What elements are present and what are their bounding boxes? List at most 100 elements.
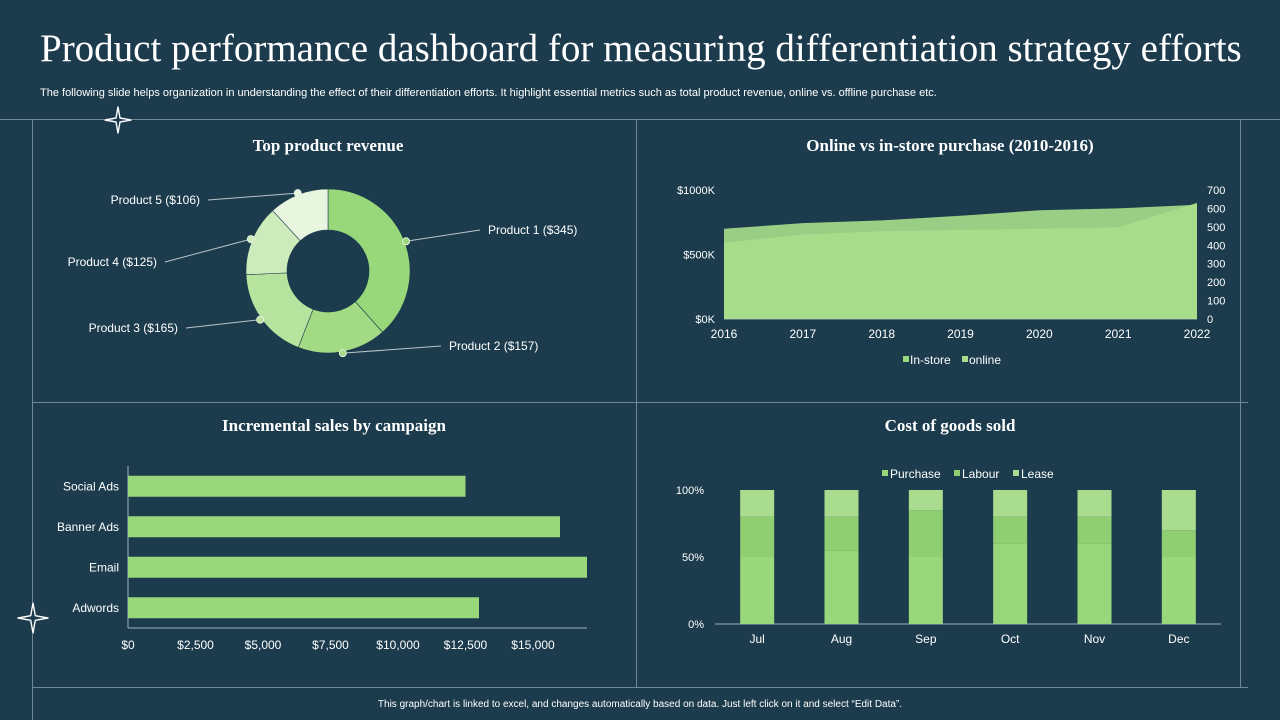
hbar-category-label: Social Ads — [63, 479, 119, 493]
donut-leader-line — [342, 345, 442, 354]
donut-leader-line — [207, 192, 298, 201]
stacked-bar-segment — [740, 516, 775, 557]
page-subtitle: The following slide helps organization i… — [40, 87, 937, 99]
stacked-bar-segment — [908, 510, 943, 557]
hbar-chart: Social Ads Banner Ads Email Adwords $0 $2,500… — [57, 466, 587, 652]
donut-chart-title: Top product revenue — [252, 136, 404, 155]
stacked-bar-segment — [993, 543, 1028, 624]
stacked-chart-title: Cost of goods sold — [884, 416, 1016, 435]
donut-leader-dot — [256, 315, 265, 324]
area-right-tick-label: 0 — [1207, 314, 1213, 326]
donut-slice-label: Product 3 ($165) — [89, 321, 178, 335]
area-x-tick-label: 2022 — [1184, 327, 1211, 341]
area-right-tick-label: 200 — [1207, 277, 1225, 289]
stacked-x-tick-label: Nov — [1084, 632, 1105, 646]
stacked-bar-segment — [1161, 530, 1196, 557]
hbar-category-label: Adwords — [72, 601, 119, 615]
area-left-tick-label: $500K — [683, 250, 715, 262]
area-x-tick-label: 2018 — [868, 327, 895, 341]
hbar-bar — [128, 516, 560, 538]
hbar-x-tick-label: $12,500 — [444, 638, 488, 652]
hbar-chart-title: Incremental sales by campaign — [222, 416, 446, 435]
area-x-tick-label: 2019 — [947, 327, 974, 341]
page-title: Product performance dashboard for measur… — [40, 27, 1242, 70]
legend-label: online — [969, 353, 1001, 367]
stacked-bar-segment — [1161, 557, 1196, 624]
donut-leader-dot — [246, 235, 255, 244]
area-x-tick-label: 2017 — [789, 327, 816, 341]
legend-swatch — [954, 470, 960, 476]
stacked-y-tick-label: 0% — [688, 619, 704, 631]
top-divider — [0, 119, 1280, 120]
hbar-bar — [128, 597, 479, 619]
stacked-x-tick-label: Sep — [915, 632, 937, 646]
bottom-divider — [32, 687, 1248, 688]
sparkle-star-icon — [17, 602, 49, 634]
legend-swatch — [882, 470, 888, 476]
donut-slice-label: Product 1 ($345) — [488, 223, 577, 237]
area-chart-title: Online vs in-store purchase (2010-2016) — [806, 136, 1094, 155]
area-right-tick-label: 500 — [1207, 222, 1225, 234]
stacked-bar-segment — [993, 516, 1028, 544]
donut-slice — [272, 188, 329, 242]
donut-slice — [327, 188, 411, 333]
stacked-bar-segment — [908, 557, 943, 624]
hbar-category-label: Banner Ads — [57, 520, 119, 534]
stacked-bar-segment — [740, 490, 775, 517]
hbar-x-tick-label: $5,000 — [245, 638, 282, 652]
area-x-tick-label: 2020 — [1026, 327, 1053, 341]
donut-leader-line — [185, 319, 261, 329]
stacked-bar-segment — [824, 550, 859, 624]
right-vertical-divider — [1240, 119, 1241, 687]
hbar-bar — [128, 556, 587, 578]
stacked-bar-segment — [824, 490, 859, 517]
stacked-bar-segment — [1077, 516, 1112, 544]
legend-label: Lease — [1021, 467, 1054, 481]
stacked-bar-segment — [1077, 490, 1112, 517]
hbar-bar — [128, 475, 466, 497]
center-vertical-divider — [636, 119, 637, 687]
stacked-x-tick-label: Aug — [831, 632, 852, 646]
donut-leader-dot — [402, 237, 411, 246]
middle-divider — [32, 402, 1248, 403]
stacked-bar-segment — [993, 490, 1028, 517]
stacked-bar-segment — [1161, 490, 1196, 531]
stacked-y-tick-label: 100% — [676, 485, 704, 497]
footer-note: This graph/chart is linked to excel, and… — [377, 699, 903, 710]
donut-leader-dot — [293, 189, 302, 198]
stacked-bar-segment — [740, 557, 775, 624]
area-right-tick-label: 700 — [1207, 185, 1225, 197]
stacked-bar-segment — [824, 516, 859, 551]
stacked-x-tick-label: Jul — [749, 632, 764, 646]
legend-swatch — [903, 356, 909, 362]
legend-label: In-store — [910, 353, 951, 367]
legend-label: Purchase — [890, 467, 941, 481]
stacked-bar-segment — [1077, 543, 1112, 624]
area-right-tick-label: 300 — [1207, 259, 1225, 271]
hbar-x-tick-label: $0 — [121, 638, 135, 652]
sparkle-star-icon — [104, 106, 132, 134]
stacked-bar-segment — [908, 490, 943, 511]
donut-leader-line — [164, 238, 251, 263]
donut-leader-dot — [338, 349, 347, 358]
stacked-x-tick-label: Oct — [1001, 632, 1020, 646]
hbar-x-tick-label: $2,500 — [177, 638, 214, 652]
donut-slice-label: Product 5 ($106) — [111, 193, 200, 207]
area-right-tick-label: 100 — [1207, 296, 1225, 308]
left-vertical-divider — [32, 119, 33, 720]
donut-slice-label: Product 4 ($125) — [68, 255, 157, 269]
legend-swatch — [1013, 470, 1019, 476]
donut-chart: Product 1 ($345) Product 2 ($157) Product … — [68, 188, 577, 358]
area-x-tick-label: 2016 — [711, 327, 738, 341]
area-left-tick-label: $0K — [695, 314, 715, 326]
hbar-category-label: Email — [89, 560, 119, 574]
donut-leader-line — [405, 229, 481, 242]
legend-label: Labour — [962, 467, 999, 481]
area-chart: $0K $500K $1000K 0 100 200 300 400 500 600 700 2016… — [677, 185, 1225, 367]
area-series — [724, 204, 1197, 319]
area-right-tick-label: 600 — [1207, 203, 1225, 215]
stacked-x-tick-label: Dec — [1168, 632, 1189, 646]
donut-slice-label: Product 2 ($157) — [449, 339, 538, 353]
area-right-tick-label: 400 — [1207, 240, 1225, 252]
stacked-bar-chart: 0% 50% 100% Jul Aug Sep Oct Nov Dec Purchase Labou… — [676, 467, 1221, 646]
